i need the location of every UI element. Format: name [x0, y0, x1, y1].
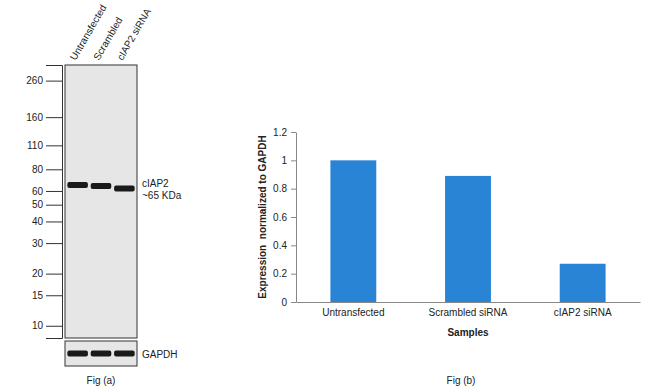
y-tick-label: 1 — [281, 155, 287, 166]
y-tick-mark — [291, 217, 296, 218]
mw-tick-label: 40 — [32, 216, 44, 227]
y-tick: 0.8 — [273, 183, 296, 194]
y-tick-mark — [291, 302, 296, 303]
x-tick-label: Scrambled siRNA — [429, 307, 508, 318]
blot-panel — [65, 65, 137, 338]
loading-control-band — [91, 351, 112, 357]
mw-tick-label: 160 — [26, 112, 43, 123]
x-axis: Untransfected Scrambled siRNA cIAP2 siRNA — [297, 302, 641, 318]
mw-tick-label: 15 — [32, 290, 44, 301]
loading-control-label: GAPDH — [142, 349, 178, 360]
loading-control-band — [114, 351, 135, 357]
x-tick: Untransfected — [322, 302, 384, 318]
loading-control-band — [67, 351, 88, 357]
y-tick: 1.2 — [273, 127, 296, 138]
mw-tick: 40 — [32, 216, 62, 227]
mw-tick-mark — [46, 81, 62, 82]
x-tick-label: Untransfected — [322, 307, 384, 318]
y-tick-mark — [291, 132, 296, 133]
mw-tick-mark — [46, 243, 62, 244]
mw-tick: 160 — [26, 112, 62, 123]
lane-label: cIAP2 siRNA — [115, 6, 154, 62]
caption: Fig (a) — [87, 375, 116, 386]
figure: 2601601108060504030201510UntransfectedSc… — [0, 0, 650, 392]
mw-tick: 50 — [32, 199, 62, 210]
mw-tick-mark — [46, 117, 62, 118]
bar — [330, 160, 376, 302]
y-tick-mark — [291, 274, 296, 275]
band — [67, 182, 88, 188]
y-tick-label: 0 — [281, 297, 287, 308]
y-tick-label: 0.4 — [273, 240, 287, 251]
mw-tick-label: 80 — [32, 164, 44, 175]
mw-axis-line — [46, 66, 63, 339]
y-tick: 1 — [281, 155, 296, 166]
bar — [560, 264, 606, 302]
mw-tick: 30 — [32, 238, 62, 249]
mw-tick-mark — [46, 205, 62, 206]
caption: Fig (b) — [447, 375, 476, 386]
mw-tick-mark — [46, 145, 62, 146]
x-axis-line — [297, 302, 641, 303]
band — [91, 183, 112, 189]
y-tick-mark — [291, 189, 296, 190]
bars — [330, 160, 605, 302]
y-tick-mark — [291, 160, 296, 161]
y-tick-label: 1.2 — [273, 127, 287, 138]
mw-tick-mark — [46, 326, 62, 327]
mw-tick-label: 260 — [26, 75, 43, 86]
mw-tick-mark — [46, 274, 62, 275]
mw-tick-label: 110 — [27, 140, 43, 151]
y-axis-line — [296, 133, 297, 303]
band — [114, 185, 135, 191]
band-size-label: ~65 KDa — [142, 190, 182, 201]
x-axis-title: Samples — [447, 327, 489, 338]
mw-tick-label: 10 — [32, 320, 44, 331]
y-tick: 0.4 — [273, 240, 296, 251]
bar — [445, 176, 491, 302]
mw-tick: 15 — [32, 290, 62, 301]
y-tick-mark — [291, 245, 296, 246]
mw-tick: 80 — [32, 164, 62, 175]
mw-tick: 10 — [32, 320, 62, 331]
mw-tick-mark — [46, 191, 62, 192]
y-axis: 0 0.2 0.4 0.6 0.8 1 1.2 — [273, 127, 296, 308]
y-tick-label: 0.8 — [273, 183, 287, 194]
bands — [67, 182, 134, 192]
y-tick: 0 — [281, 297, 296, 308]
mw-tick: 260 — [26, 75, 62, 86]
mw-tick-mark — [46, 295, 62, 296]
y-tick-label: 0.2 — [273, 268, 287, 279]
x-tick: Scrambled siRNA — [429, 302, 508, 318]
loading-control-panel — [65, 341, 137, 366]
mw-tick: 110 — [27, 140, 62, 151]
mw-tick-mark — [46, 169, 62, 170]
mw-tick-mark — [46, 221, 62, 222]
mw-tick: 20 — [32, 268, 62, 279]
y-axis-title: Expression normalized to GAPDH — [257, 135, 268, 298]
mw-tick-label: 20 — [32, 268, 44, 279]
x-tick-label: cIAP2 siRNA — [554, 307, 612, 318]
y-tick-label: 0.6 — [273, 212, 287, 223]
band-name: cIAP2 — [142, 178, 169, 189]
mw-axis: 260 160 110 80 60 50 40 30 20 15 10 — [26, 66, 62, 339]
mw-tick-label: 60 — [32, 186, 44, 197]
x-tick: cIAP2 siRNA — [554, 302, 612, 318]
y-tick: 0.2 — [273, 268, 296, 279]
mw-tick-label: 30 — [32, 238, 44, 249]
y-tick: 0.6 — [273, 212, 296, 223]
mw-tick-label: 50 — [32, 199, 44, 210]
mw-tick: 60 — [32, 186, 62, 197]
